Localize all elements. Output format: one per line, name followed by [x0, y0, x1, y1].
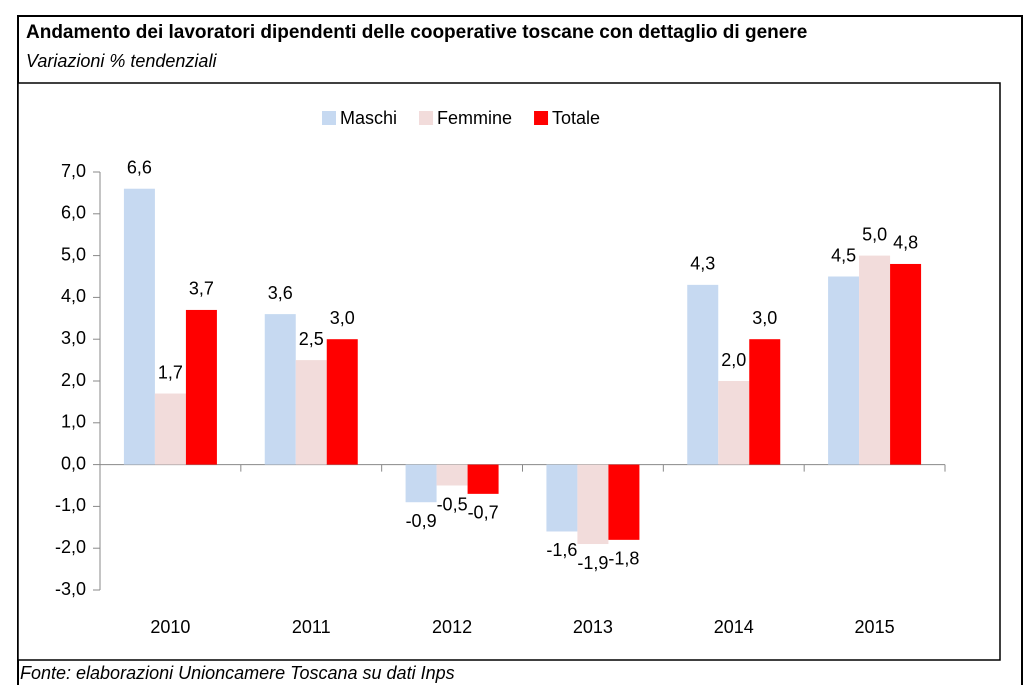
legend-swatch [419, 111, 434, 125]
x-tick-label: 2015 [855, 617, 895, 637]
bar [718, 381, 750, 465]
y-tick-label: 5,0 [61, 244, 86, 264]
data-label: 3,0 [330, 308, 355, 328]
data-label: -1,6 [546, 540, 577, 560]
x-tick-label: 2012 [432, 617, 472, 637]
y-tick-label: -1,0 [55, 495, 86, 515]
bar [467, 464, 499, 494]
data-label: 6,6 [127, 157, 152, 177]
bar [890, 263, 922, 465]
bar [405, 464, 437, 503]
bar [264, 314, 296, 465]
source-note: Fonte: elaborazioni Unioncamere Toscana … [20, 663, 455, 683]
data-label: -0,7 [468, 503, 499, 523]
bar [326, 339, 358, 465]
bar [436, 464, 468, 486]
bar [546, 464, 578, 532]
bar [295, 360, 327, 465]
data-label: -0,9 [406, 511, 437, 531]
y-tick-label: 2,0 [61, 370, 86, 390]
data-label: 2,5 [299, 329, 324, 349]
y-tick-label: 7,0 [61, 161, 86, 181]
bar [185, 309, 217, 465]
bar [859, 255, 891, 465]
data-label: 5,0 [862, 224, 887, 244]
data-label: 3,7 [189, 279, 214, 299]
bar [828, 276, 860, 465]
legend-swatch [322, 111, 336, 125]
legend-label: Totale [552, 108, 600, 128]
data-label: 3,6 [268, 283, 293, 303]
data-label: -1,9 [577, 553, 608, 573]
legend-label: Maschi [340, 108, 397, 128]
bar [123, 188, 155, 465]
data-label: 2,0 [721, 350, 746, 370]
y-tick-label: 3,0 [61, 328, 86, 348]
bar [577, 464, 609, 545]
y-tick-label: 0,0 [61, 453, 86, 473]
chart-subtitle: Variazioni % tendenziali [26, 51, 217, 71]
y-tick-label: 6,0 [61, 203, 86, 223]
chart-title: Andamento dei lavoratori dipendenti dell… [26, 22, 807, 43]
legend-swatch [534, 111, 549, 125]
data-label: 1,7 [158, 362, 183, 382]
legend-label: Femmine [437, 108, 512, 128]
data-label: 3,0 [752, 308, 777, 328]
data-label: -0,5 [437, 494, 468, 514]
data-label: 4,8 [893, 233, 918, 253]
data-label: -1,8 [608, 549, 639, 569]
y-tick-label: -3,0 [55, 579, 86, 599]
bar [608, 464, 640, 540]
x-tick-label: 2014 [714, 617, 754, 637]
x-tick-label: 2013 [573, 617, 613, 637]
bar [749, 339, 781, 465]
x-tick-label: 2010 [150, 617, 190, 637]
data-label: 4,3 [690, 254, 715, 274]
data-label: 4,5 [831, 245, 856, 265]
x-tick-label: 2011 [292, 617, 331, 637]
y-tick-label: 4,0 [61, 286, 86, 306]
bar [154, 393, 186, 465]
y-tick-label: 1,0 [61, 412, 86, 432]
y-tick-label: -2,0 [55, 537, 86, 557]
bar [687, 284, 719, 465]
